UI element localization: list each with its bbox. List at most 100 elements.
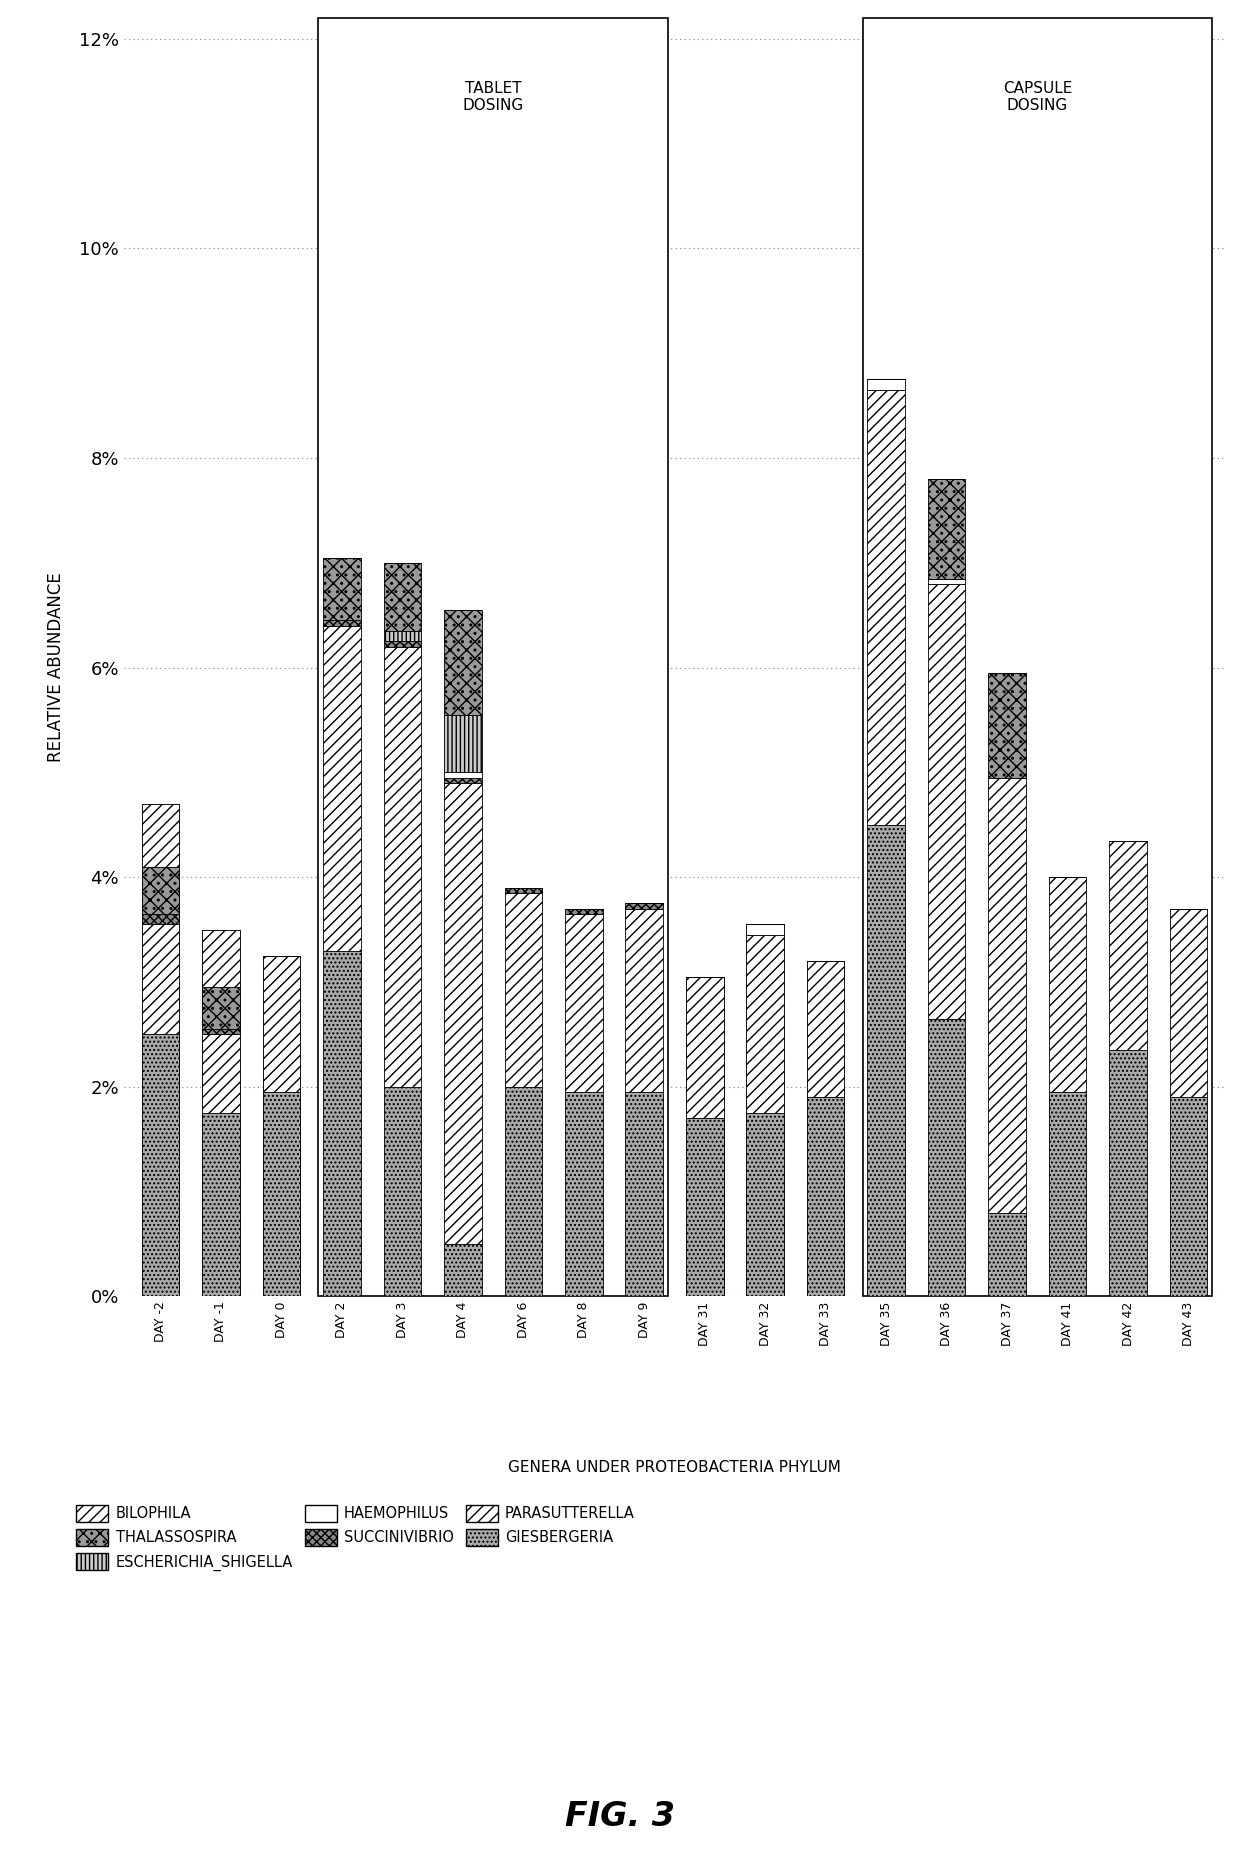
Bar bbox=[505, 1087, 542, 1296]
Text: TABLET
DOSING: TABLET DOSING bbox=[463, 81, 523, 113]
Bar bbox=[928, 578, 966, 583]
Bar bbox=[141, 804, 179, 867]
Bar bbox=[383, 563, 422, 632]
Bar bbox=[565, 1093, 603, 1296]
Bar bbox=[141, 913, 179, 924]
Bar bbox=[928, 1019, 966, 1296]
Bar bbox=[686, 1119, 723, 1296]
Bar bbox=[625, 1093, 663, 1296]
Bar bbox=[141, 913, 179, 924]
Bar bbox=[1171, 909, 1208, 1096]
Bar bbox=[383, 641, 422, 646]
Bar bbox=[1171, 1096, 1208, 1296]
Y-axis label: RELATIVE ABUNDANCE: RELATIVE ABUNDANCE bbox=[47, 572, 66, 763]
Bar bbox=[746, 924, 784, 935]
Bar bbox=[444, 715, 481, 772]
Bar bbox=[746, 935, 784, 1113]
Bar bbox=[1110, 1050, 1147, 1296]
Bar bbox=[444, 783, 481, 1245]
Bar bbox=[505, 887, 542, 893]
Bar bbox=[505, 887, 542, 893]
Bar bbox=[263, 956, 300, 1093]
Bar bbox=[988, 778, 1025, 1213]
Bar bbox=[202, 987, 239, 1030]
Bar bbox=[565, 909, 603, 913]
Bar bbox=[202, 1030, 239, 1035]
Bar bbox=[383, 1087, 422, 1296]
Bar bbox=[807, 1096, 844, 1296]
Bar bbox=[505, 1087, 542, 1296]
Bar bbox=[1049, 1093, 1086, 1296]
Bar bbox=[988, 1213, 1025, 1296]
Bar bbox=[928, 583, 966, 1019]
Bar bbox=[444, 783, 481, 1245]
Bar bbox=[141, 867, 179, 913]
Bar bbox=[444, 772, 481, 778]
Bar bbox=[746, 1113, 784, 1296]
Bar bbox=[928, 578, 966, 583]
Bar bbox=[1049, 878, 1086, 1093]
Bar bbox=[1110, 841, 1147, 1050]
Bar bbox=[686, 976, 723, 1119]
Bar bbox=[383, 632, 422, 641]
Bar bbox=[625, 1093, 663, 1296]
Bar bbox=[202, 930, 239, 987]
Bar bbox=[1171, 1096, 1208, 1296]
Bar bbox=[444, 609, 481, 715]
Bar bbox=[383, 646, 422, 1087]
Bar bbox=[868, 824, 905, 1296]
Bar bbox=[1049, 878, 1086, 1093]
Bar bbox=[444, 778, 481, 783]
Bar bbox=[383, 646, 422, 1087]
Bar bbox=[746, 935, 784, 1113]
Bar bbox=[324, 557, 361, 620]
Legend: BILOPHILA, THALASSOSPIRA, ESCHERICHIA_SHIGELLA, HAEMOPHILUS, SUCCINIVIBRIO, PARA: BILOPHILA, THALASSOSPIRA, ESCHERICHIA_SH… bbox=[76, 1506, 635, 1570]
Bar bbox=[807, 961, 844, 1096]
Bar bbox=[444, 609, 481, 715]
Bar bbox=[868, 380, 905, 391]
Bar bbox=[141, 804, 179, 867]
Bar bbox=[807, 1096, 844, 1296]
Bar bbox=[807, 961, 844, 1096]
Bar bbox=[505, 893, 542, 1087]
Bar bbox=[263, 1093, 300, 1296]
Bar bbox=[988, 672, 1025, 778]
Bar bbox=[202, 987, 239, 1030]
Text: CAPSULE
DOSING: CAPSULE DOSING bbox=[1003, 81, 1073, 113]
Bar bbox=[444, 715, 481, 772]
Bar bbox=[565, 913, 603, 1093]
Bar bbox=[988, 778, 1025, 1213]
Bar bbox=[202, 1030, 239, 1035]
Bar bbox=[868, 391, 905, 824]
Bar bbox=[988, 672, 1025, 778]
Bar bbox=[928, 480, 966, 578]
Bar bbox=[444, 1245, 481, 1296]
Bar bbox=[202, 1035, 239, 1113]
Bar bbox=[746, 1113, 784, 1296]
Bar bbox=[1171, 909, 1208, 1096]
Bar bbox=[625, 904, 663, 909]
Bar bbox=[202, 930, 239, 987]
Bar bbox=[324, 626, 361, 950]
Bar bbox=[565, 1093, 603, 1296]
Bar bbox=[928, 583, 966, 1019]
Bar bbox=[505, 893, 542, 1087]
Bar bbox=[324, 950, 361, 1296]
Bar bbox=[1110, 841, 1147, 1050]
Bar bbox=[324, 620, 361, 626]
Bar bbox=[928, 480, 966, 578]
Text: GENERA UNDER PROTEOBACTERIA PHYLUM: GENERA UNDER PROTEOBACTERIA PHYLUM bbox=[508, 1459, 841, 1474]
Text: FIG. 3: FIG. 3 bbox=[565, 1800, 675, 1833]
Bar bbox=[202, 1035, 239, 1113]
Bar bbox=[263, 1093, 300, 1296]
Bar bbox=[565, 909, 603, 913]
Bar bbox=[141, 867, 179, 913]
Bar bbox=[1110, 1050, 1147, 1296]
Bar bbox=[444, 778, 481, 783]
Bar bbox=[625, 904, 663, 909]
Bar bbox=[324, 620, 361, 626]
Bar bbox=[383, 632, 422, 641]
Bar bbox=[324, 557, 361, 620]
Bar bbox=[383, 641, 422, 646]
Bar bbox=[868, 391, 905, 824]
